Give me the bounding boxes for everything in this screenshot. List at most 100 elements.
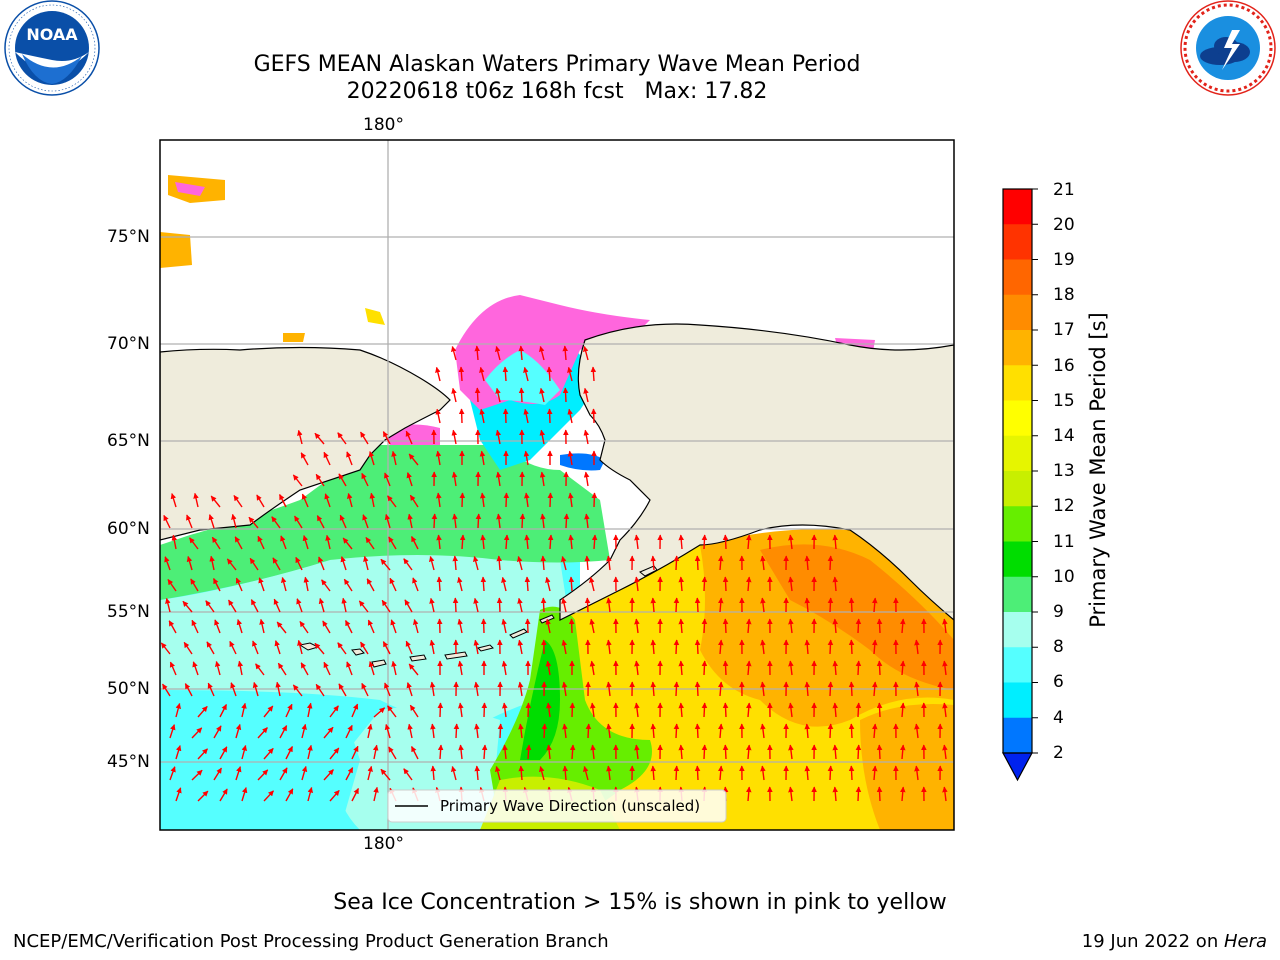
wave-arrow	[191, 769, 203, 781]
wave-arrow	[517, 639, 524, 655]
wave-arrow	[585, 723, 592, 739]
colorbar-tick-4: 4	[1053, 708, 1064, 728]
wave-arrow	[525, 744, 532, 760]
wave-arrow	[387, 705, 397, 718]
wave-arrow	[160, 642, 171, 655]
wave-arrow	[479, 408, 485, 424]
colorbar-band	[1003, 435, 1032, 472]
wave-arrow	[480, 492, 486, 508]
wave-arrow	[914, 681, 920, 697]
colorbar-tick-10: 10	[1053, 567, 1075, 587]
wave-arrow	[855, 618, 862, 634]
wave-arrow	[345, 767, 354, 781]
wave-arrow	[301, 493, 309, 508]
wave-arrow	[497, 723, 504, 739]
wave-arrow	[539, 471, 546, 487]
wave-arrow	[760, 681, 766, 697]
wave-arrow	[480, 618, 487, 634]
colorbar	[1001, 188, 1038, 782]
wave-arrow	[804, 555, 811, 571]
wave-arrow	[634, 744, 640, 760]
land	[160, 140, 954, 621]
colorbar-tick-13: 13	[1053, 461, 1075, 481]
wave-arrow	[436, 534, 442, 550]
wave-arrow	[346, 661, 353, 676]
wave-arrow	[827, 597, 834, 613]
wave-arrow	[292, 684, 303, 697]
wave-arrow	[338, 473, 347, 487]
wave-arrow	[325, 534, 331, 550]
wave-arrow	[257, 769, 269, 781]
wave-arrow	[363, 555, 369, 571]
colorbar-band	[1003, 471, 1032, 507]
wave-arrow	[297, 639, 303, 655]
wave-arrow	[827, 723, 834, 739]
wave-arrow	[193, 492, 199, 508]
wave-arrow	[474, 723, 480, 739]
wave-arrow	[299, 621, 309, 634]
wave-arrow	[717, 597, 724, 613]
colorbar-band	[1003, 400, 1032, 437]
wave-arrow	[372, 744, 379, 760]
wave-arrow	[351, 745, 359, 760]
wave-arrow	[745, 534, 752, 550]
colorbar-tick-11: 11	[1053, 532, 1075, 552]
wave-arrow	[480, 534, 486, 550]
wave-arrow	[368, 451, 375, 466]
wave-arrow	[538, 765, 545, 781]
wave-arrow	[458, 744, 464, 760]
wave-arrow	[342, 537, 353, 550]
wave-arrow	[235, 577, 243, 592]
wave-arrow	[876, 744, 883, 760]
wave-arrow	[387, 495, 397, 508]
wave-arrow	[435, 366, 441, 382]
wave-arrow	[760, 555, 766, 571]
colorbar-tick-18: 18	[1053, 285, 1075, 305]
wave-arrow	[475, 513, 482, 529]
wave-arrow	[701, 618, 708, 634]
wave-arrow	[171, 534, 178, 550]
wave-arrow	[431, 513, 438, 529]
wave-arrow	[583, 471, 590, 487]
wave-arrow	[236, 619, 243, 634]
colorbar-band	[1003, 647, 1032, 683]
wave-arrow	[384, 472, 391, 487]
wave-arrow	[380, 558, 391, 571]
wave-arrow	[717, 681, 724, 697]
wave-arrow	[827, 681, 834, 697]
wave-arrow	[258, 577, 265, 592]
wave-arrow	[650, 765, 657, 781]
wave-arrow	[429, 639, 436, 655]
wave-arrow	[207, 682, 215, 697]
wave-arrow	[408, 663, 419, 676]
wave-arrow	[717, 639, 724, 655]
wave-arrow	[634, 618, 640, 634]
wave-arrow	[407, 723, 413, 739]
wave-arrow	[323, 661, 331, 676]
wave-arrow	[314, 432, 325, 445]
wave-arrow	[827, 555, 834, 571]
wave-arrow	[169, 766, 176, 781]
colorbar-tick-21: 21	[1053, 180, 1075, 200]
wave-arrow	[560, 555, 567, 571]
wave-arrow	[252, 681, 259, 697]
colorbar-tick-12: 12	[1053, 496, 1075, 516]
wave-arrow	[582, 345, 589, 361]
wave-arrow	[942, 702, 948, 718]
wave-arrow	[197, 705, 208, 718]
colorbar-tick-14: 14	[1053, 426, 1075, 446]
wave-arrow	[503, 534, 510, 550]
wave-arrow	[165, 597, 171, 613]
wave-arrow	[673, 597, 680, 613]
wave-arrow	[219, 788, 228, 802]
wave-arrow	[458, 366, 465, 382]
wave-arrow	[538, 345, 545, 361]
wave-arrow	[197, 748, 209, 760]
wave-arrow	[827, 639, 834, 655]
map-gridlines	[160, 140, 954, 830]
wave-arrow	[212, 578, 221, 592]
wave-arrow	[303, 576, 310, 592]
wave-arrow	[409, 704, 419, 718]
wave-arrow	[517, 597, 523, 613]
wave-arrow	[804, 765, 811, 781]
